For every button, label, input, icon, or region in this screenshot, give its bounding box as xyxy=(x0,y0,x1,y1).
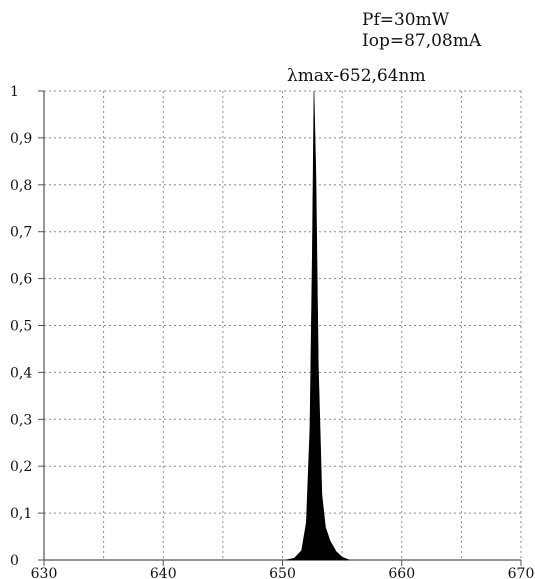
pf-annotation: Pf=30mW xyxy=(362,10,450,30)
x-tick-label-0: 630 xyxy=(31,566,58,579)
x-tick-label-3: 660 xyxy=(388,566,415,579)
y-tick-label-9: 0,9 xyxy=(10,131,32,147)
y-tick-label-2: 0,2 xyxy=(10,459,32,475)
iop-annotation: Iop=87,08mA xyxy=(362,31,482,51)
y-tick-label-8: 0,8 xyxy=(10,178,32,194)
spectrum-series xyxy=(286,90,350,561)
y-tick-label-10: 1 xyxy=(10,84,19,100)
y-tick-label-4: 0,4 xyxy=(10,365,32,381)
y-tick-label-1: 0,1 xyxy=(10,506,32,522)
x-tick-label-4: 670 xyxy=(508,566,535,579)
y-tick-label-7: 0,7 xyxy=(10,225,32,241)
y-tick-label-6: 0,6 xyxy=(10,272,32,288)
y-tick-label-0: 0 xyxy=(10,553,19,569)
x-tick-label-2: 650 xyxy=(269,566,296,579)
grid-lines xyxy=(44,90,522,560)
x-tick-labels: 630 640 650 660 670 xyxy=(31,566,535,579)
axes xyxy=(38,90,522,566)
peak-wavelength-annotation: λmax-652,64nm xyxy=(287,66,426,86)
x-tick-label-1: 640 xyxy=(150,566,177,579)
spectrum-area-0 xyxy=(286,90,350,561)
y-tick-label-5: 0,5 xyxy=(10,319,32,335)
y-tick-label-3: 0,3 xyxy=(10,412,32,428)
y-tick-labels: 0 0,1 0,2 0,3 0,4 0,5 0,6 0,7 0,8 0,9 1 xyxy=(10,84,32,569)
